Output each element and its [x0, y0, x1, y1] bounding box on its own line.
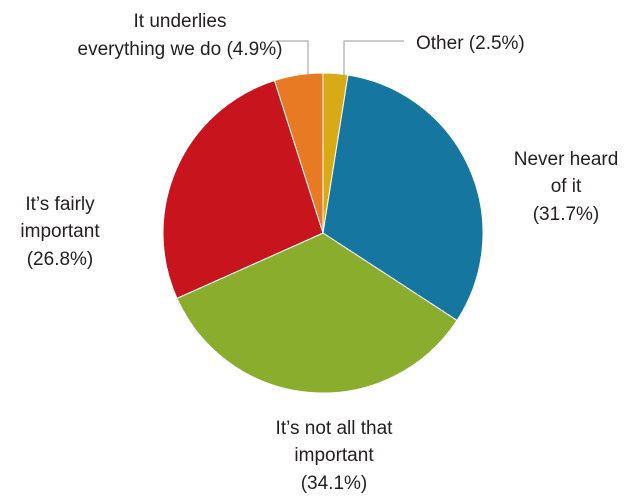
slice-label-1-line-2: (31.7%): [533, 204, 600, 225]
slice-label-3-line-2: (26.8%): [27, 249, 94, 270]
slice-label-2-line-1: important: [294, 445, 374, 466]
slice-label-3-line-0: It’s fairly: [25, 194, 95, 215]
slice-label-4-line-0: It underlies: [134, 11, 227, 32]
slice-label-2-line-2: (34.1%): [301, 473, 368, 494]
leader-line-0: [343, 40, 404, 76]
leader-line-4: [272, 40, 309, 76]
slices-layer: [162, 72, 484, 394]
leaders-layer: [272, 40, 404, 76]
pie-slice-3: [162, 79, 324, 300]
pie-slice-4: [273, 72, 324, 234]
slice-label-0-line-0: Other (2.5%): [416, 33, 525, 54]
pie-slice-2: [176, 232, 458, 394]
slice-label-1-line-0: Never heard: [514, 149, 619, 170]
slice-label-4-line-1: everything we do (4.9%): [78, 39, 283, 60]
labels-layer: Other (2.5%) Never heard of it (31.7%) It’s …: [20, 11, 618, 494]
slice-label-3-line-1: important: [20, 221, 100, 242]
slice-label-1-line-1: of it: [551, 176, 582, 197]
slice-label-2-line-0: It’s not all that: [276, 418, 394, 439]
